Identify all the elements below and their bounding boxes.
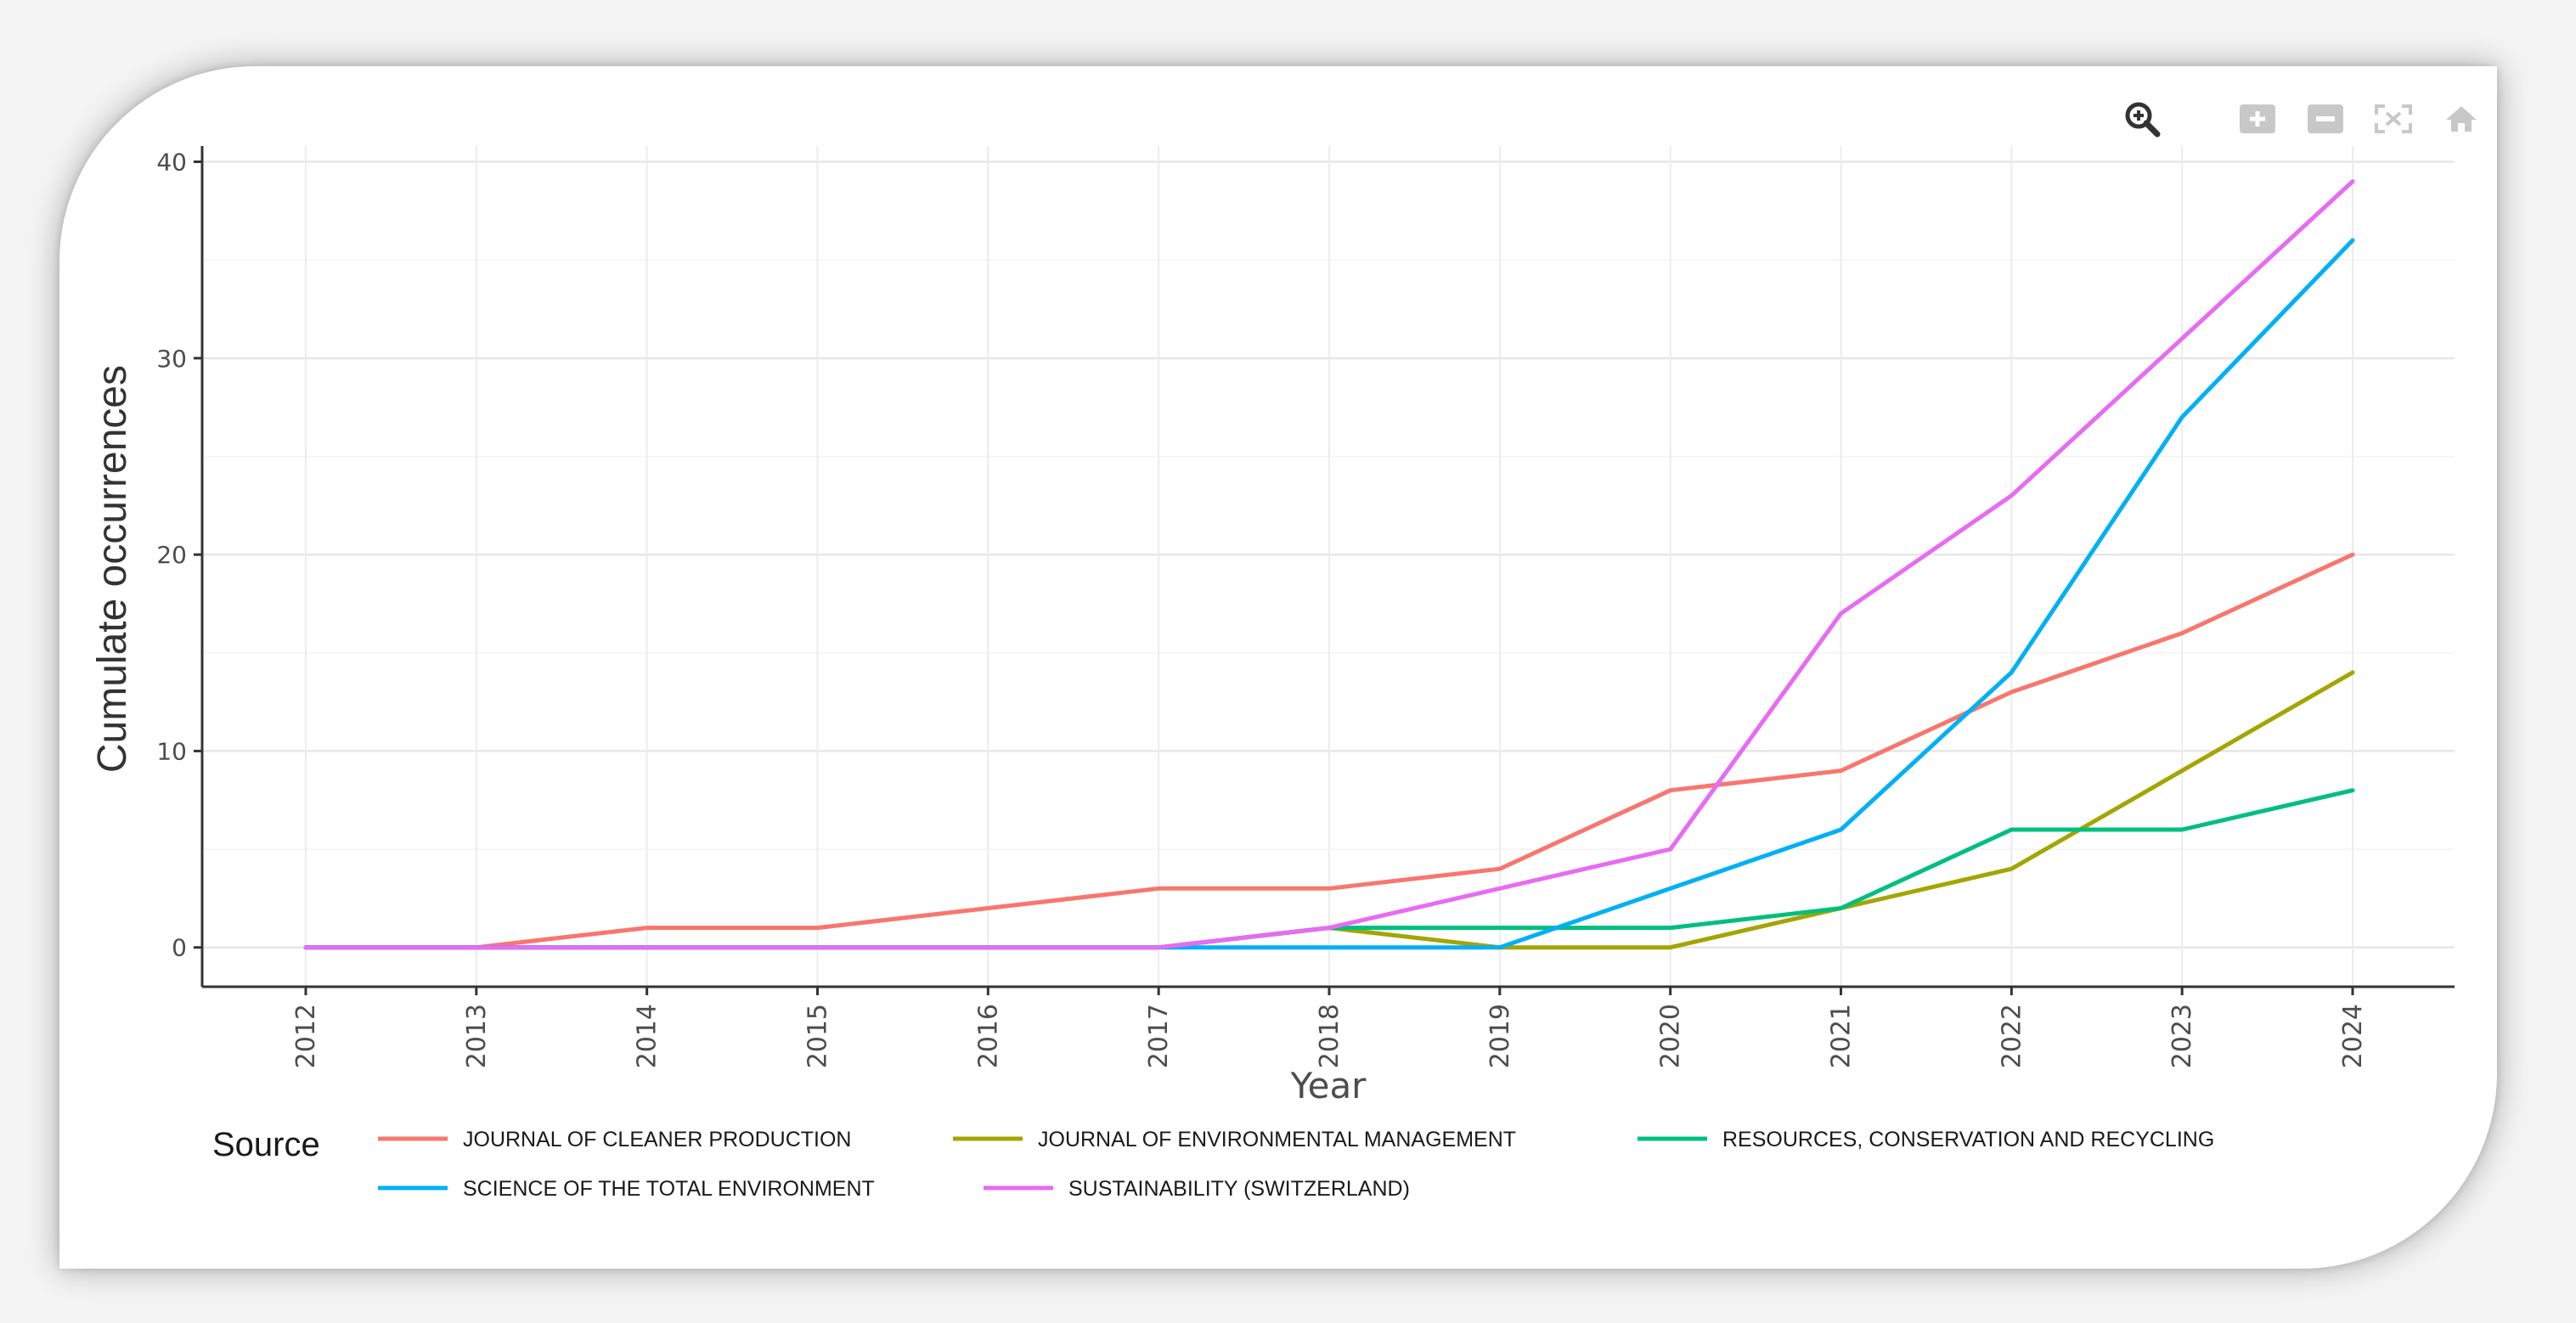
zoom-in-icon [2240, 104, 2275, 133]
y-tick-label: 20 [156, 541, 187, 569]
x-axis-label: Year [1290, 1065, 1367, 1106]
y-tick-label: 0 [172, 934, 187, 962]
legend-label: SCIENCE OF THE TOTAL ENVIRONMENT [463, 1177, 875, 1201]
x-tick-label: 2022 [1997, 1004, 2026, 1068]
x-tick-label: 2020 [1656, 1004, 1686, 1068]
series-line[interactable] [303, 552, 2355, 950]
reset-home-icon [2446, 106, 2477, 132]
y-tick-label: 40 [156, 149, 187, 177]
x-tick-label: 2023 [2167, 1004, 2197, 1068]
x-tick-label: 2012 [291, 1004, 321, 1068]
series [303, 179, 2355, 950]
zoom-button[interactable] [2123, 100, 2161, 138]
autoscale-button[interactable] [2375, 100, 2412, 138]
x-tick-label: 2014 [633, 1004, 662, 1068]
legend-label: JOURNAL OF CLEANER PRODUCTION [463, 1128, 851, 1151]
zoom-icon [2125, 102, 2161, 138]
reset-button[interactable] [2443, 100, 2480, 138]
zoom-out-button[interactable] [2307, 100, 2344, 138]
x-tick-label: 2016 [973, 1004, 1003, 1068]
x-tick-label: 2018 [1315, 1004, 1344, 1068]
x-tick-label: 2024 [2338, 1004, 2368, 1068]
zoom-out-icon [2308, 104, 2343, 133]
grid [202, 146, 2455, 987]
x-tick-label: 2013 [462, 1004, 492, 1068]
x-tick-label: 2017 [1144, 1004, 1174, 1068]
x-ticks: 2012 2013 2014 2015 2016 2017 2018 2019 2020 2021… [291, 987, 2368, 1068]
legend-title: Source [212, 1126, 320, 1163]
y-tick-label: 10 [156, 737, 187, 765]
legend-label: JOURNAL OF ENVIRONMENTAL MANAGEMENT [1038, 1128, 1516, 1151]
x-tick-label: 2021 [1827, 1004, 1857, 1068]
plot-toolbar [2123, 100, 2480, 138]
series-line[interactable] [303, 179, 2355, 950]
y-tick-label: 30 [156, 345, 187, 373]
autoscale-icon [2375, 104, 2412, 133]
legend: Source JOURNAL OF CLEANER PRODUCTION JOUR… [212, 1126, 2214, 1201]
x-tick-label: 2019 [1485, 1004, 1515, 1068]
x-tick-label: 2015 [803, 1004, 833, 1068]
zoom-in-button[interactable] [2239, 100, 2276, 138]
legend-label: SUSTAINABILITY (SWITZERLAND) [1068, 1177, 1410, 1201]
chart-card [59, 66, 2497, 1269]
y-axis-label: Cumulate occurrences [90, 365, 135, 773]
y-ticks: 0 10 20 30 40 [156, 149, 202, 962]
legend-label: RESOURCES, CONSERVATION AND RECYCLING [1722, 1128, 2214, 1151]
